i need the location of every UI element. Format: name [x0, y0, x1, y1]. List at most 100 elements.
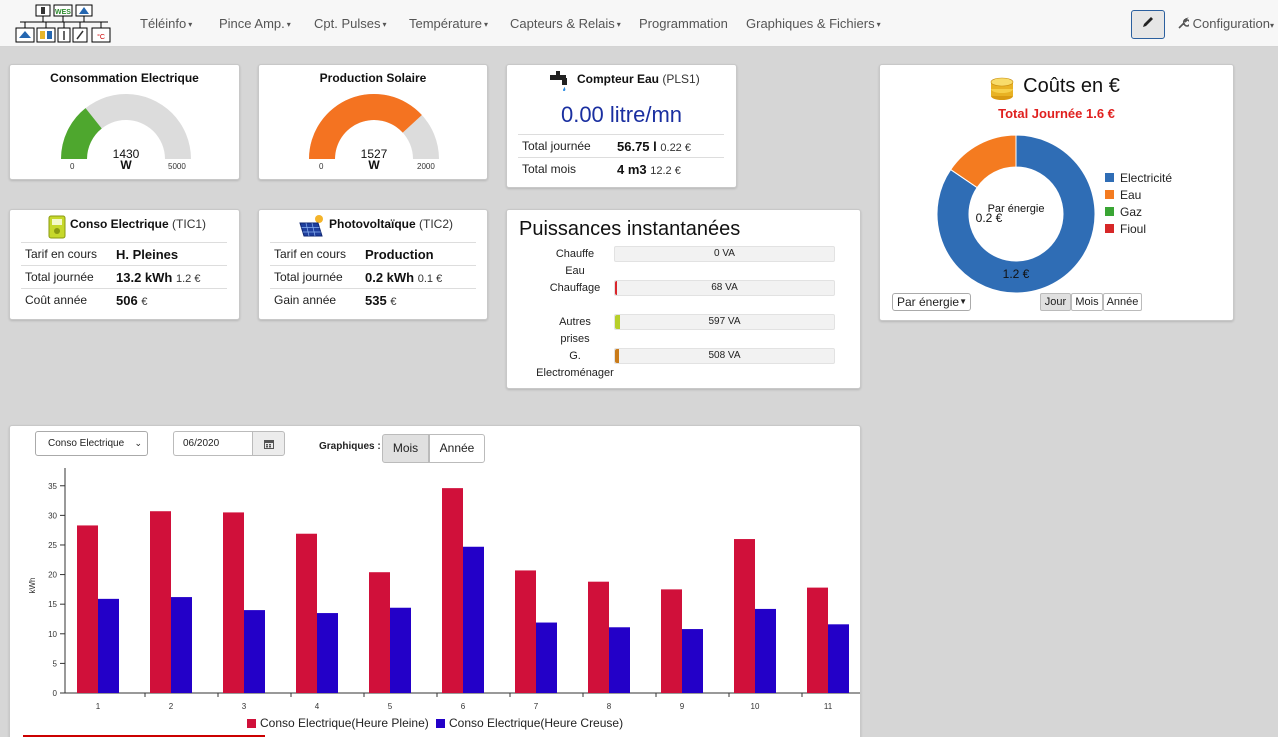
nav-menu-label: Téléinfo — [140, 16, 187, 31]
y-tick-label: 5 — [53, 659, 58, 668]
tic1-subtitle: (TIC1) — [172, 217, 207, 231]
power-bar-electromenager: 508 VA — [614, 348, 835, 364]
calendar-icon — [263, 440, 274, 449]
costs-donut-chart: 1.2 € 0.2 € Par énergie — [936, 134, 1096, 294]
bar-heure-pleine — [223, 512, 244, 693]
panel-title: Puissances instantanées — [519, 218, 741, 240]
legend-label: Electricité — [1120, 171, 1173, 185]
select-value: Par énergie — [897, 295, 960, 309]
tic2-subtitle: (TIC2) — [419, 217, 454, 231]
bar-heure-creuse — [609, 627, 630, 693]
bottom-accent-line — [23, 735, 265, 737]
nav-menu-label: Capteurs & Relais — [510, 16, 615, 31]
power-bar-fill — [615, 349, 620, 363]
electric-meter-icon — [48, 215, 66, 239]
row-value-main: 56.75 l — [617, 138, 657, 154]
nav-menu-label: Température — [409, 16, 482, 31]
period-button-annee[interactable]: Année — [1103, 293, 1142, 311]
solar-gauge-panel: Production Solaire 1527 W 0 2000 — [258, 64, 488, 180]
water-meter-panel: Compteur Eau (PLS1) 0.00 litre/mn Total … — [506, 64, 737, 188]
tic1-info-table: Tarif en cours H. Pleines Total journée 13… — [21, 242, 227, 312]
caret-down-icon: ▾ — [382, 20, 387, 29]
calendar-button[interactable] — [252, 431, 285, 456]
gauge-max: 2000 — [417, 162, 435, 171]
legend-swatch — [247, 719, 256, 728]
period-button-mois[interactable]: Mois — [1071, 293, 1103, 311]
bar-heure-pleine — [515, 570, 536, 693]
date-input[interactable]: 06/2020 — [173, 431, 252, 456]
bar-heure-pleine — [588, 581, 609, 693]
costs-total: Total Journée 1.6 € — [998, 106, 1115, 121]
slice-label-electricite: 1.2 € — [1003, 267, 1030, 281]
gauge-value: 1430 — [112, 147, 140, 161]
donut-slice-eau[interactable] — [949, 134, 1017, 189]
row-value: Production — [361, 242, 476, 266]
legend-swatch — [1105, 224, 1114, 233]
row-value: 56.75 l 0.22 € — [613, 134, 724, 158]
nav-menu-teleinfo[interactable]: Téléinfo ▾ — [140, 0, 192, 47]
bar-heure-creuse — [536, 622, 557, 693]
legend-swatch — [1105, 173, 1114, 182]
row-value-sub: € — [390, 295, 397, 308]
logo-temp-text: °C — [97, 33, 105, 41]
tic1-panel: Conso Electrique (TIC1) Tarif en cours H.… — [9, 209, 240, 320]
bar-heure-creuse — [682, 629, 703, 693]
x-tick-label: 4 — [315, 702, 320, 711]
power-label-chauffe-eau: Chauffe Eau — [555, 248, 595, 277]
bar-heure-creuse — [390, 607, 411, 693]
panel-title: Coûts en € — [1023, 75, 1120, 97]
row-value: 506 € — [112, 288, 227, 312]
nav-menu-label: Pince Amp. — [219, 16, 285, 31]
graph-source-select[interactable]: Conso Electrique ⌄ — [35, 431, 148, 456]
tic1-title: Conso Electrique — [70, 217, 169, 231]
graph-button-annee[interactable]: Année — [429, 434, 485, 463]
nav-menu-capteurs[interactable]: Capteurs & Relais ▾ — [510, 0, 621, 47]
nav-menu-programmation[interactable]: Programmation — [639, 0, 728, 47]
legend-item-heure-creuse[interactable]: Conso Electrique(Heure Creuse) — [436, 716, 623, 730]
row-value-main: H. Pleines — [116, 246, 179, 262]
gauge-max: 5000 — [168, 162, 186, 171]
coins-icon — [990, 77, 1014, 100]
row-label: Tarif en cours — [270, 242, 361, 266]
row-value: 4 m3 12.2 € — [613, 157, 724, 181]
gauge-unit: W — [368, 158, 380, 172]
row-label: Total mois — [518, 157, 613, 181]
wes-logo-icon[interactable]: WES °C — [15, 4, 113, 44]
row-value-main: 535 — [365, 292, 387, 308]
bar-heure-pleine — [442, 488, 463, 693]
table-row: Tarif en cours Production — [270, 242, 476, 266]
period-button-jour[interactable]: Jour — [1040, 293, 1071, 311]
x-tick-label: 1 — [96, 702, 101, 711]
legend-item-gaz[interactable]: Gaz — [1105, 205, 1142, 219]
nav-menu-pince[interactable]: Pince Amp. ▾ — [219, 0, 291, 47]
configuration-menu[interactable]: Configuration▾ — [1177, 0, 1274, 49]
bar-heure-pleine — [369, 572, 390, 693]
edit-button[interactable] — [1131, 10, 1165, 39]
table-row: Total journée 13.2 kWh 1.2 € — [21, 265, 227, 289]
water-tap-icon — [550, 71, 567, 91]
legend-item-eau[interactable]: Eau — [1105, 188, 1141, 202]
costs-type-select[interactable]: Par énergie ▼ — [892, 293, 971, 311]
table-row: Total journée 56.75 l 0.22 € — [518, 134, 724, 158]
legend-item-fioul[interactable]: Fioul — [1105, 222, 1146, 236]
donut-slice-electricite[interactable] — [936, 134, 1096, 294]
graph-button-mois[interactable]: Mois — [382, 434, 429, 463]
x-tick-label: 6 — [461, 702, 466, 711]
costs-panel: Coûts en € Total Journée 1.6 € 1.2 € 0.2… — [879, 64, 1234, 321]
panel-title: Photovoltaïque (TIC2) — [329, 217, 453, 231]
caret-down-icon: ▾ — [616, 20, 621, 29]
legend-item-electricite[interactable]: Electricité — [1105, 171, 1172, 185]
bar-heure-pleine — [807, 587, 828, 693]
nav-menu-graphiques[interactable]: Graphiques & Fichiers ▾ — [746, 0, 881, 47]
nav-menu-pulses[interactable]: Cpt. Pulses ▾ — [314, 0, 387, 47]
caret-down-icon: ▾ — [188, 20, 193, 29]
row-value: 13.2 kWh 1.2 € — [112, 265, 227, 289]
tic2-title: Photovoltaïque — [329, 217, 416, 231]
bar-heure-creuse — [98, 598, 119, 693]
legend-label: Fioul — [1120, 222, 1147, 236]
nav-menu-label: Cpt. Pulses — [314, 16, 381, 31]
gauge-track — [61, 94, 191, 159]
legend-item-heure-pleine[interactable]: Conso Electrique(Heure Pleine) — [247, 716, 429, 730]
bar-heure-creuse — [828, 624, 849, 693]
nav-menu-temperature[interactable]: Température ▾ — [409, 0, 488, 47]
